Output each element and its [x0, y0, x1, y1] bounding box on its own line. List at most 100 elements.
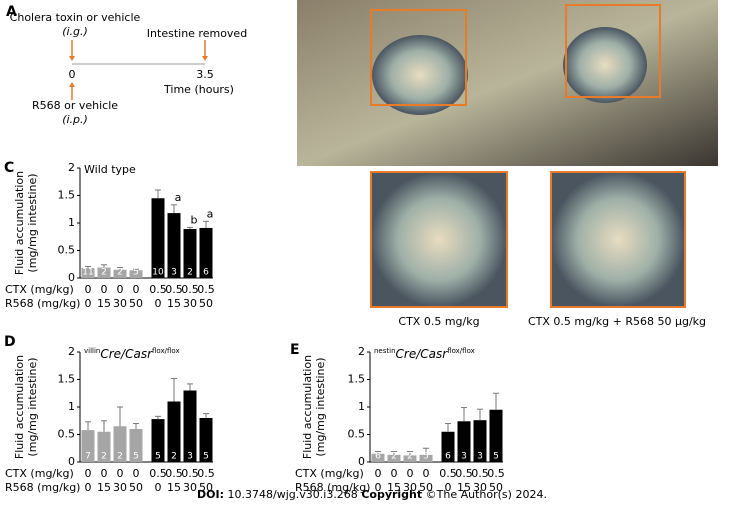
- n-label: 3: [187, 452, 193, 462]
- bar: [199, 418, 213, 462]
- n-label: 2: [101, 268, 107, 278]
- timeline-text: (i.p.): [62, 113, 88, 126]
- panel-label: A: [6, 4, 17, 20]
- n-label: 5: [155, 452, 161, 462]
- bar: [457, 421, 471, 462]
- bar: [129, 429, 143, 462]
- title-part: flox/flox: [152, 347, 180, 355]
- x-tick-label: 30: [403, 481, 417, 494]
- row-label: R568 (mg/kg): [5, 481, 80, 494]
- n-label: 2: [171, 452, 177, 462]
- x-tick-label: 0: [85, 283, 92, 296]
- inset-photo: [550, 171, 686, 308]
- x-tick-label: 0: [117, 283, 124, 296]
- n-label: 6: [445, 452, 451, 462]
- x-tick-label: 50: [489, 481, 503, 494]
- x-tick-label: 0: [391, 467, 398, 480]
- x-tick-label: 0.5: [165, 283, 183, 296]
- n-label: 6: [203, 268, 209, 278]
- x-tick-label: 0.5: [165, 467, 183, 480]
- x-tick-label: 0: [375, 481, 382, 494]
- x-tick-label: 0: [445, 481, 452, 494]
- x-tick-label: 0: [101, 467, 108, 480]
- chart-title: nestinCre/Casrflox/flox: [374, 347, 475, 361]
- n-label: 3: [171, 268, 177, 278]
- y-tick-label: 1.5: [58, 373, 76, 386]
- x-tick-label: 0: [117, 467, 124, 480]
- timeline-text: (i.g.): [62, 25, 88, 38]
- x-tick-label: 15: [97, 481, 111, 494]
- photo-caption: CTX 0.5 mg/kg: [398, 315, 479, 328]
- bar: [403, 455, 417, 462]
- timeline-text: Intestine removed: [147, 27, 247, 40]
- n-label: 7: [85, 452, 91, 462]
- n-label: 5: [423, 452, 429, 462]
- panel-label: E: [290, 342, 300, 358]
- y-tick-label: 0.5: [348, 428, 366, 441]
- n-label: 11: [82, 268, 93, 278]
- x-tick-label: 0.5: [487, 467, 505, 480]
- arrow-head: [69, 56, 75, 61]
- x-tick-label: 50: [419, 481, 433, 494]
- x-tick-label: 0: [85, 467, 92, 480]
- panel-label: C: [4, 160, 14, 176]
- y-axis-label: Fluid accumulation(mg/mg intestine): [13, 171, 39, 275]
- x-tick-label: 15: [167, 481, 181, 494]
- x-tick-label: 50: [199, 297, 213, 310]
- bar: [81, 430, 95, 462]
- x-tick-label: 0: [133, 467, 140, 480]
- title-part: Cre/Casr: [396, 347, 449, 361]
- bar: [489, 409, 503, 462]
- y-tick-label: 0.5: [58, 244, 76, 257]
- x-tick-label: 0.5: [197, 467, 215, 480]
- bar: [183, 229, 197, 278]
- x-tick-label: 0: [85, 481, 92, 494]
- inset-photo: [370, 171, 508, 308]
- x-tick-label: 30: [113, 481, 127, 494]
- annotation: a: [175, 191, 182, 204]
- y-tick-label: 0.5: [58, 428, 76, 441]
- title-part: villin: [84, 347, 100, 355]
- footer-label: Copyright: [361, 488, 422, 501]
- x-tick-label: 0: [155, 297, 162, 310]
- x-tick-label: 0: [85, 297, 92, 310]
- title-part: Wild type: [84, 163, 136, 176]
- x-tick-label: 15: [457, 481, 471, 494]
- x-tick-label: 15: [387, 481, 401, 494]
- y-axis-label-line: (mg/mg intestine): [26, 173, 39, 272]
- y-tick-label: 0: [358, 455, 365, 468]
- timeline-tick: 3.5: [196, 68, 214, 81]
- title-part: nestin: [374, 347, 396, 355]
- timeline-text: R568 or vehicle: [32, 99, 118, 112]
- row-label: CTX (mg/kg): [5, 283, 74, 296]
- arrow-head: [69, 82, 75, 87]
- annotation: b: [191, 213, 198, 226]
- n-label: 5: [203, 452, 209, 462]
- y-tick-label: 2: [68, 161, 75, 174]
- x-tick-label: 0: [407, 467, 414, 480]
- row-label: R568 (mg/kg): [5, 297, 80, 310]
- bar: [183, 390, 197, 462]
- timeline-text: Time (hours): [163, 83, 234, 96]
- n-label: 5: [133, 268, 139, 278]
- panel-label: D: [4, 334, 16, 350]
- highlight-box: [565, 4, 661, 98]
- bar: [113, 269, 127, 278]
- x-tick-label: 50: [129, 297, 143, 310]
- y-tick-label: 2: [358, 345, 365, 358]
- arrow-head: [202, 56, 208, 61]
- photo: [297, 0, 718, 166]
- chart-title: Wild type: [84, 163, 136, 176]
- x-tick-label: 0: [133, 283, 140, 296]
- x-tick-label: 0.5: [439, 467, 457, 480]
- bar: [441, 431, 455, 462]
- x-tick-label: 0.5: [149, 467, 167, 480]
- n-label: 5: [133, 452, 139, 462]
- bar: [387, 454, 401, 462]
- x-tick-label: 0: [423, 467, 430, 480]
- y-axis-label: Fluid accumulation(mg/mg intestine): [13, 355, 39, 459]
- highlight-box: [370, 9, 467, 106]
- n-label: 2: [407, 452, 413, 462]
- x-tick-label: 50: [129, 481, 143, 494]
